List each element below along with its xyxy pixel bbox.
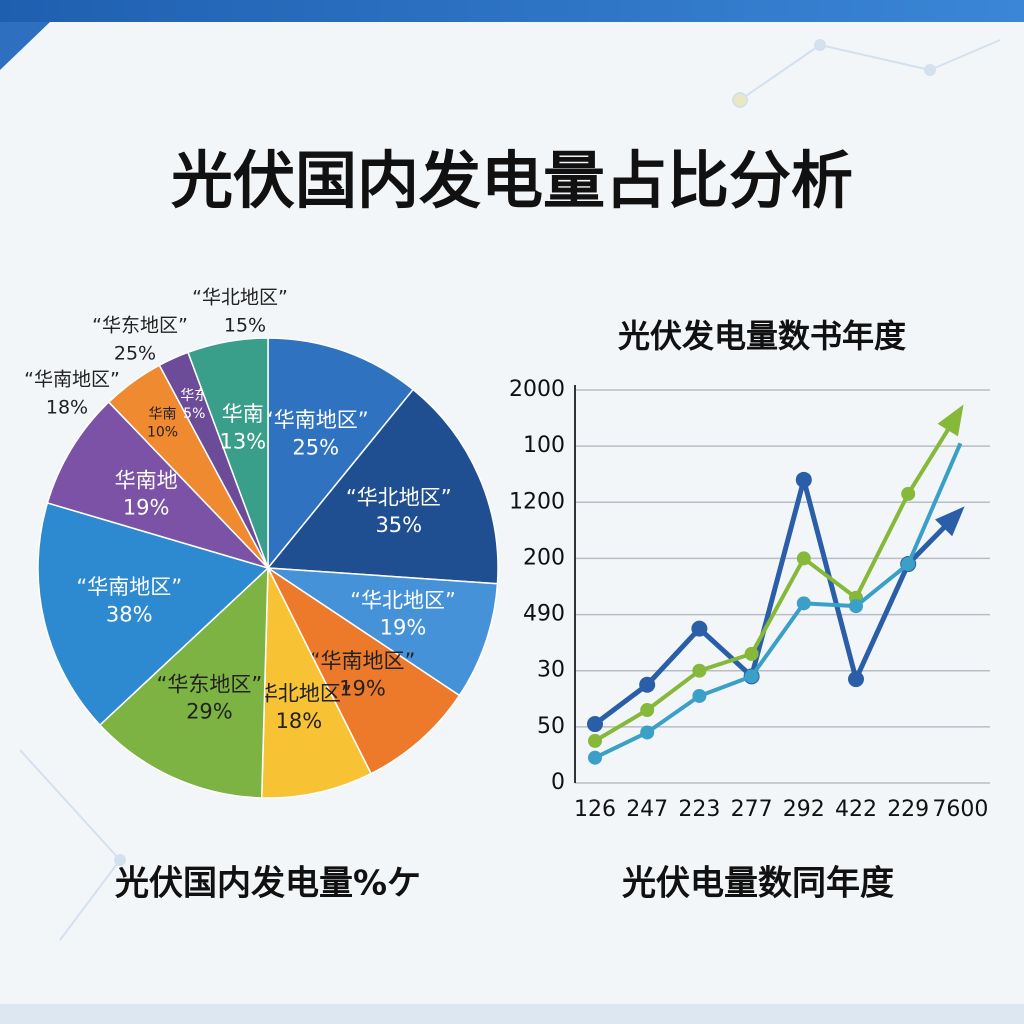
slice-label: “华南地区” [310, 649, 416, 673]
slice-value: 18% [276, 709, 323, 733]
series-point [901, 486, 916, 501]
series-point [848, 671, 864, 688]
pie-slice [37, 501, 270, 727]
y-tick-label: 200 [523, 545, 565, 570]
slice-label: 华南 [149, 406, 177, 422]
series-point [901, 557, 916, 572]
slice-value: 5% [183, 406, 205, 422]
series-point [588, 733, 602, 748]
slice-value: 19% [123, 496, 170, 520]
slice-value: 19% [339, 677, 386, 701]
series-point [692, 688, 707, 703]
series-point [795, 471, 812, 488]
series-point [744, 646, 759, 661]
slice-value: 25% [292, 435, 339, 459]
slice-value: 35% [375, 513, 422, 537]
pie-slice [266, 565, 461, 775]
series-line [593, 477, 963, 727]
line-title: 光伏发电量数书年度 [618, 317, 906, 355]
pie-caption: 光伏国内发电量%ケ [115, 864, 421, 904]
outside-label: “华东地区” [92, 315, 188, 337]
pie-slice [187, 337, 269, 569]
outside-value: 18% [46, 397, 88, 419]
slice-label: 华南地 [115, 468, 178, 492]
corner-deco [0, 22, 50, 70]
y-tick-label: 50 [537, 714, 565, 739]
slice-value: 13% [219, 429, 266, 453]
x-tick-label: 126 [574, 797, 616, 822]
series-point [744, 669, 759, 684]
x-tick-label: 7600 [932, 797, 988, 822]
outside-value: 15% [224, 315, 266, 337]
slice-label: “华南地区” [76, 575, 182, 599]
slice-value: 10% [147, 425, 178, 441]
series-point [587, 716, 603, 733]
series-line [593, 408, 963, 743]
slice-value: 38% [106, 603, 153, 627]
slice-label: “华东地区” [157, 672, 263, 696]
x-tick-label: 292 [783, 797, 825, 822]
series-point [640, 725, 655, 740]
network-deco [19, 39, 1001, 941]
slice-value: 29% [186, 700, 233, 724]
slice-label: “华北地区” [346, 486, 452, 510]
series-point [849, 599, 863, 614]
arrow-head [935, 506, 965, 537]
slice-value: 19% [380, 616, 427, 640]
x-tick-label: 247 [626, 797, 668, 822]
x-tick-label: 229 [887, 797, 929, 822]
pie-slice [98, 566, 269, 799]
series-point [588, 750, 602, 765]
pie-slice [267, 337, 415, 571]
slice-label: 华东 [180, 388, 208, 404]
outside-label: “华北地区” [192, 287, 288, 309]
x-tick-label: 223 [678, 797, 720, 822]
x-tick-label: 277 [731, 797, 773, 822]
y-tick-label: 1200 [509, 489, 565, 514]
series-point [640, 703, 655, 718]
series-point [691, 620, 708, 637]
pie-slice [265, 567, 499, 697]
series-line [594, 442, 963, 760]
outside-value: 25% [114, 343, 156, 365]
pie-slice [46, 401, 271, 570]
outside-label: “华南地区” [24, 369, 120, 391]
y-tick-label: 30 [537, 658, 565, 683]
series-point [796, 551, 811, 566]
series-point [796, 596, 811, 611]
pie-slice [266, 388, 499, 585]
y-tick-label: 490 [523, 602, 565, 627]
arrow-head [937, 404, 964, 437]
slice-label: “华南地区” [263, 408, 369, 432]
y-tick-label: 100 [523, 433, 565, 458]
series-point [692, 663, 707, 678]
series-point [639, 676, 656, 693]
slice-label: 华南 [222, 402, 264, 426]
slice-label: “华北地区” [350, 588, 456, 612]
top-band [0, 0, 1024, 22]
line-caption: 光伏电量数同年度 [622, 864, 894, 904]
main-title: 光伏国内发电量占比分析 [171, 144, 853, 217]
bottom-band [0, 1004, 1024, 1024]
pie-slice [260, 567, 373, 799]
y-tick-label: 2000 [509, 377, 565, 402]
y-tick-label: 0 [551, 770, 565, 795]
x-tick-label: 422 [835, 797, 877, 822]
